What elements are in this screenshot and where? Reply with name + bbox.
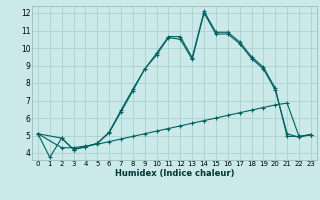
X-axis label: Humidex (Indice chaleur): Humidex (Indice chaleur) [115, 169, 234, 178]
